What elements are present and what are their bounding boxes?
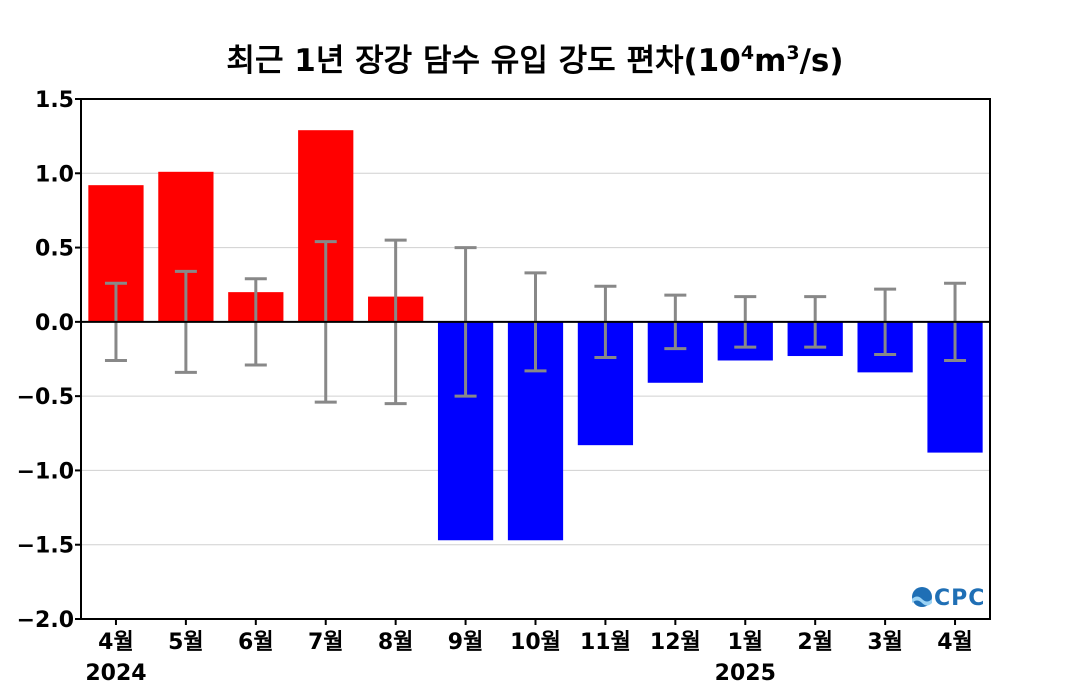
y-tick-label: 0.0 — [35, 311, 74, 336]
y-tick-label: 1.0 — [35, 162, 74, 187]
ocpc-logo: CPC — [912, 586, 985, 611]
x-tick-label: 2월 — [797, 630, 833, 655]
x-tick-label: 4월 — [937, 630, 973, 655]
chart-title: 최근 1년 장강 담수 유입 강도 편차(104m3/s) — [226, 42, 843, 79]
x-tick-label: 5월 — [168, 630, 204, 655]
x-tick-label: 10월 — [510, 630, 561, 655]
y-tick-label: 0.5 — [35, 237, 74, 262]
y-tick-label: 1.5 — [35, 88, 74, 113]
x-tick-label: 9월 — [448, 630, 484, 655]
year-label: 2025 — [715, 661, 776, 686]
year-label: 2024 — [85, 661, 146, 686]
x-axis-ticks: 4월 5월 6월 7월 8월 9월 10월 11월 12월 1월 2월 3월 4월 — [98, 619, 973, 655]
y-tick-label: −1.0 — [17, 459, 74, 484]
y-tick-label: −2.0 — [17, 608, 74, 633]
x-tick-label: 11월 — [580, 630, 631, 655]
x-tick-label: 6월 — [238, 630, 274, 655]
x-tick-label: 3월 — [867, 630, 903, 655]
y-tick-label: −1.5 — [17, 534, 74, 559]
logo-wave-icon — [912, 596, 932, 606]
x-tick-label: 4월 — [98, 630, 134, 655]
x-tick-label: 8월 — [378, 630, 414, 655]
x-tick-label: 7월 — [308, 630, 344, 655]
year-labels: 2024 2025 — [85, 661, 776, 686]
x-tick-label: 12월 — [650, 630, 701, 655]
x-tick-label: 1월 — [727, 630, 763, 655]
logo-text: CPC — [934, 586, 985, 611]
y-axis-ticks: 1.5 1.0 0.5 0.0 −0.5 −1.0 −1.5 −2.0 — [17, 88, 81, 633]
y-tick-label: −0.5 — [17, 385, 74, 410]
